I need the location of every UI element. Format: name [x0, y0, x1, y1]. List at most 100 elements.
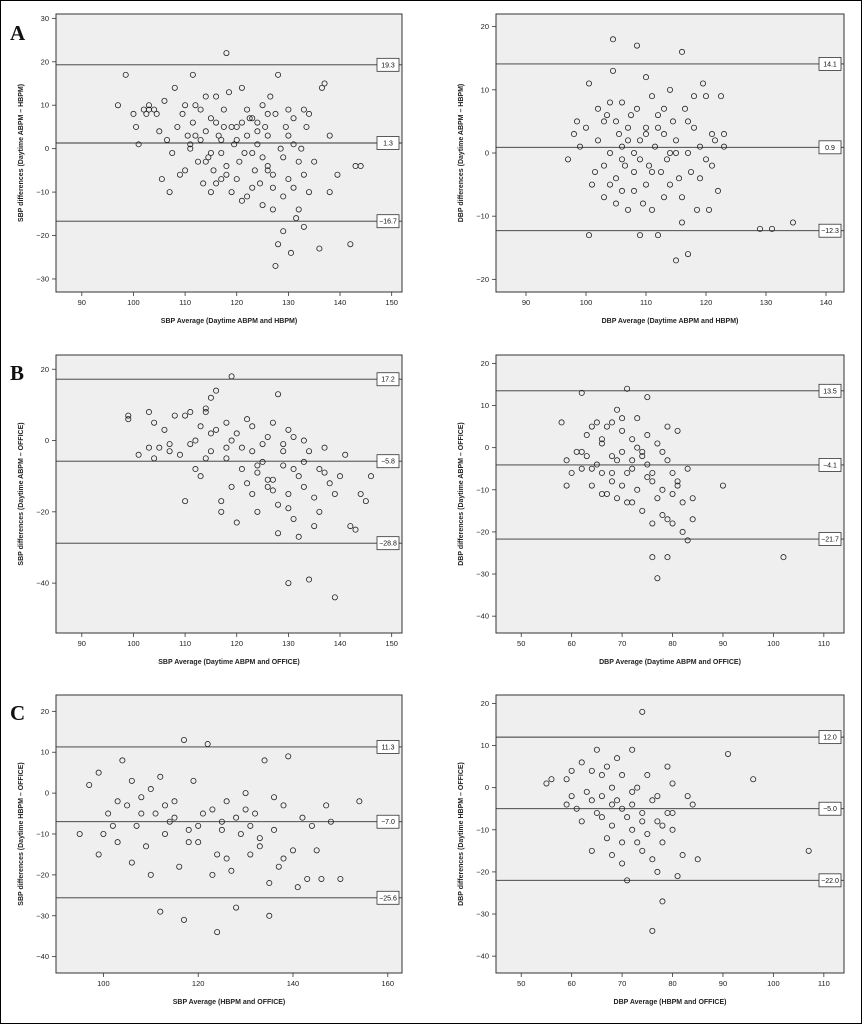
- data-point: [269, 419, 276, 426]
- data-point: [614, 406, 621, 413]
- data-point: [249, 490, 256, 497]
- data-point: [223, 455, 230, 462]
- line-value-box: [818, 873, 842, 888]
- data-point: [218, 176, 225, 183]
- data-point: [114, 102, 121, 109]
- data-point: [135, 451, 142, 458]
- data-point: [629, 436, 636, 443]
- data-point: [259, 202, 266, 209]
- data-point: [790, 219, 797, 226]
- data-point: [109, 822, 116, 829]
- data-point: [563, 457, 570, 464]
- x-axis-label: DBP Average (HBPM and OFFICE): [614, 999, 727, 1006]
- data-point: [275, 241, 282, 248]
- data-point: [558, 419, 565, 426]
- data-point: [685, 118, 692, 125]
- line-value-label: −5.8: [381, 459, 395, 466]
- data-point: [337, 473, 344, 480]
- data-point: [624, 469, 631, 476]
- y-tick-label: 20: [41, 707, 49, 716]
- data-point: [114, 798, 121, 805]
- line-value-box: [376, 814, 400, 829]
- data-point: [673, 257, 680, 264]
- x-axis-label: SBP Average (HBPM and OFFICE): [173, 999, 286, 1006]
- data-point: [249, 423, 256, 430]
- data-point: [267, 93, 274, 100]
- data-point: [629, 499, 636, 506]
- data-point: [215, 132, 222, 139]
- data-point: [613, 200, 620, 207]
- data-point: [669, 490, 676, 497]
- data-point: [321, 469, 328, 476]
- data-point: [634, 486, 641, 493]
- data-point: [639, 448, 646, 455]
- data-point: [607, 99, 614, 106]
- data-point: [182, 498, 189, 505]
- data-point: [679, 219, 686, 226]
- line-value-label: −5.0: [823, 806, 837, 813]
- y-tick-label: −20: [476, 527, 489, 536]
- data-point: [220, 123, 227, 130]
- data-point: [598, 436, 605, 443]
- data-point: [667, 86, 674, 93]
- data-point: [269, 206, 276, 213]
- chart-2: 90 100 110 120 130 140 −20 −10 0 10 20 DBP Average …: [458, 13, 845, 325]
- data-point: [609, 801, 616, 808]
- data-point: [634, 105, 641, 112]
- x-tick-label: 120: [700, 298, 713, 307]
- data-point: [685, 149, 692, 156]
- data-point: [625, 124, 632, 131]
- data-point: [143, 110, 150, 117]
- data-point: [697, 143, 704, 150]
- data-point: [162, 831, 169, 838]
- data-point: [639, 507, 646, 514]
- data-point: [718, 93, 725, 100]
- line-value-box: [376, 372, 400, 387]
- data-point: [254, 128, 261, 135]
- data-point: [157, 773, 164, 780]
- data-point: [679, 194, 686, 201]
- data-point: [598, 490, 605, 497]
- data-point: [214, 929, 221, 936]
- data-point: [598, 814, 605, 821]
- data-point: [573, 805, 580, 812]
- data-point: [280, 802, 287, 809]
- data-point: [197, 136, 204, 143]
- data-point: [619, 860, 626, 867]
- data-point: [125, 412, 132, 419]
- data-point: [652, 143, 659, 150]
- data-point: [588, 423, 595, 430]
- data-point: [151, 106, 158, 113]
- data-point: [180, 736, 187, 743]
- y-axis-label: DBP differences (Daytime ABPM – OFFICE): [458, 422, 465, 566]
- data-point: [639, 453, 646, 460]
- data-point: [192, 102, 199, 109]
- y-tick-label: 10: [481, 401, 489, 410]
- data-point: [629, 788, 636, 795]
- data-point: [659, 898, 666, 905]
- data-point: [644, 461, 651, 468]
- data-point: [254, 462, 261, 469]
- data-point: [689, 516, 696, 523]
- data-point: [644, 394, 651, 401]
- line-value-box: [376, 214, 400, 229]
- data-point: [639, 809, 646, 816]
- data-point: [676, 175, 683, 182]
- data-point: [280, 448, 287, 455]
- data-point: [667, 149, 674, 156]
- line-value-label: −22.0: [821, 878, 839, 885]
- chart-4: 50 60 70 80 90 100 110 −40 −30 −20 −10 0 10 20 DBP Ave…: [458, 354, 845, 666]
- data-point: [187, 145, 194, 152]
- data-point: [664, 423, 671, 430]
- x-tick-label: 90: [719, 639, 727, 648]
- data-point: [233, 176, 240, 183]
- line-value-box: [818, 532, 842, 546]
- data-point: [185, 839, 192, 846]
- data-point: [709, 131, 716, 138]
- data-point: [625, 137, 632, 144]
- y-tick-label: −30: [36, 911, 49, 920]
- data-point: [664, 516, 671, 523]
- data-point: [694, 206, 701, 213]
- data-point: [282, 123, 289, 130]
